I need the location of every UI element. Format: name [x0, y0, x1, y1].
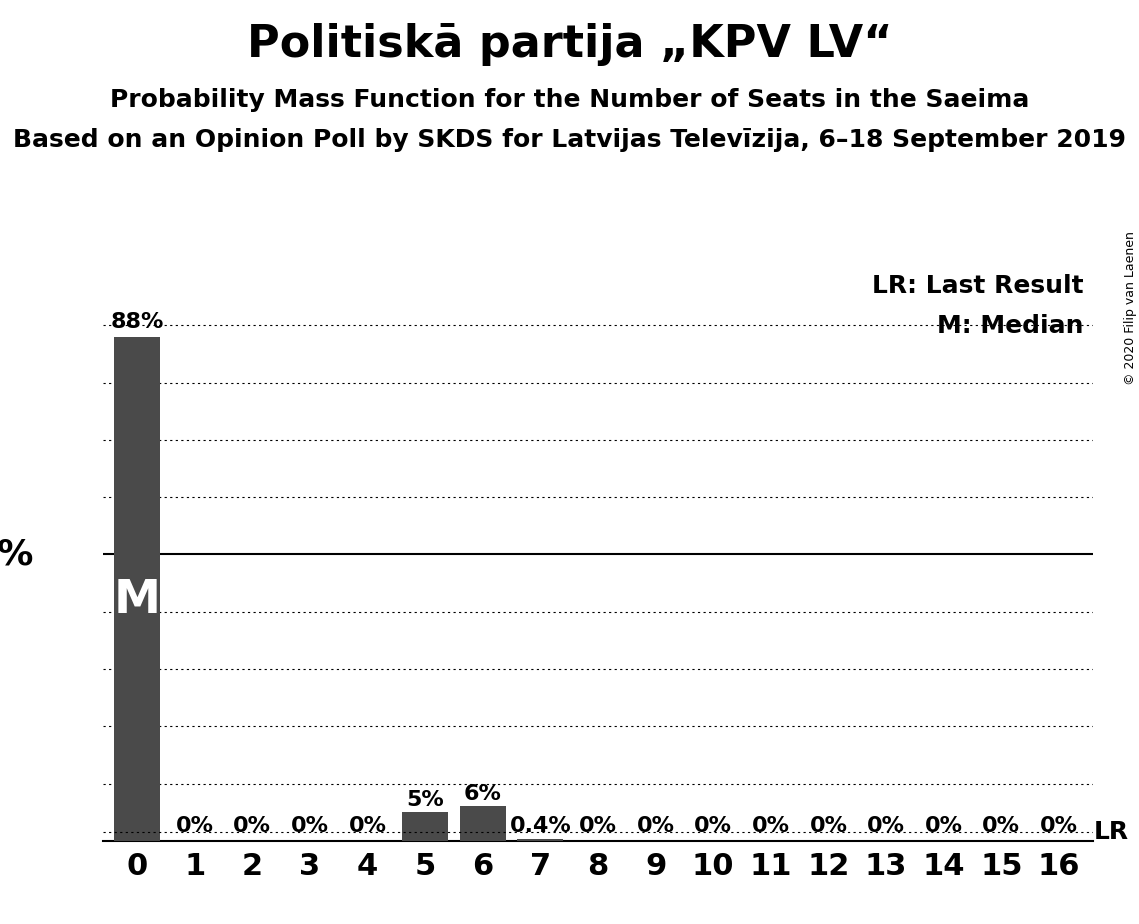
- Bar: [460, 807, 506, 841]
- Text: M: Median: M: Median: [937, 314, 1083, 338]
- Text: Politiskā partija „KPV LV“: Politiskā partija „KPV LV“: [247, 23, 892, 67]
- Text: 0%: 0%: [867, 816, 906, 836]
- Text: 0%: 0%: [175, 816, 214, 836]
- Text: LR: LR: [1093, 820, 1129, 844]
- Text: 0%: 0%: [982, 816, 1021, 836]
- Text: 0%: 0%: [810, 816, 847, 836]
- Text: 5%: 5%: [407, 790, 444, 810]
- Text: 0%: 0%: [349, 816, 386, 836]
- Text: Based on an Opinion Poll by SKDS for Latvijas Televīzija, 6–18 September 2019: Based on an Opinion Poll by SKDS for Lat…: [13, 128, 1126, 152]
- Bar: [114, 336, 161, 841]
- Text: 0.4%: 0.4%: [509, 816, 572, 836]
- Text: LR: Last Result: LR: Last Result: [872, 274, 1083, 298]
- Text: 0%: 0%: [579, 816, 617, 836]
- Text: 88%: 88%: [110, 312, 164, 332]
- Bar: [517, 839, 564, 841]
- Text: Probability Mass Function for the Number of Seats in the Saeima: Probability Mass Function for the Number…: [109, 88, 1030, 112]
- Text: 0%: 0%: [752, 816, 789, 836]
- Text: 0%: 0%: [925, 816, 962, 836]
- Text: 0%: 0%: [233, 816, 271, 836]
- Text: M: M: [114, 578, 161, 623]
- Text: 50%: 50%: [0, 538, 33, 571]
- Text: 0%: 0%: [1040, 816, 1077, 836]
- Text: 0%: 0%: [694, 816, 732, 836]
- Text: 6%: 6%: [464, 784, 501, 804]
- Text: © 2020 Filip van Laenen: © 2020 Filip van Laenen: [1124, 231, 1137, 385]
- Text: 0%: 0%: [637, 816, 674, 836]
- Text: 0%: 0%: [290, 816, 329, 836]
- Bar: [402, 812, 448, 841]
